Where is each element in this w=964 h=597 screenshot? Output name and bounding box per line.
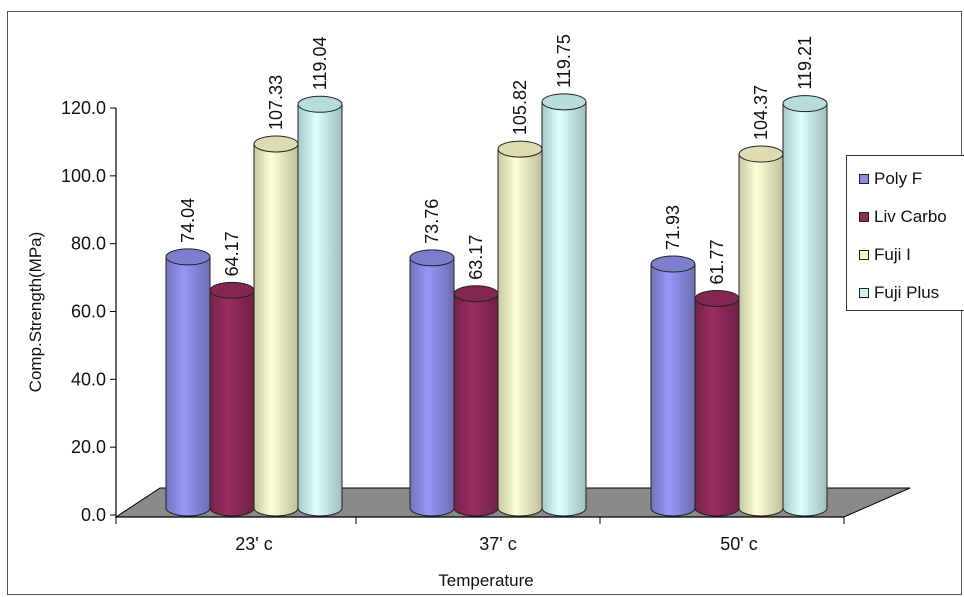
bar-top [297,95,343,113]
bar-body [650,263,696,517]
data-label: 107.33 [266,75,286,130]
data-label: 61.77 [707,239,727,284]
bar-body [541,101,587,517]
bar-fuji-i-2 [738,145,784,517]
bars-group [165,93,828,517]
legend-swatch [859,288,869,298]
data-label: 71.93 [663,205,683,250]
bar-poly-f-1 [409,249,455,517]
bar-top [782,95,828,113]
bar-top [253,135,299,153]
data-label: 73.76 [422,199,442,244]
bar-fuji-plus-2 [782,95,828,517]
y-axis-title: Comp.Strength(MPa) [26,232,45,393]
x-tick-label: 50' c [720,534,757,554]
bar-top [541,93,587,111]
bar-body [738,153,784,517]
y-tick-label: 60.0 [71,302,106,322]
bar-body [253,143,299,517]
bar-fuji-plus-1 [541,93,587,517]
x-tick-label: 23' c [235,534,272,554]
legend-item-poly-f: Poly F [859,168,922,190]
data-labels: 74.04 64.17 107.33 119.04 73.76 63.17 105.82 11… [178,34,815,284]
bar-body [694,297,740,517]
bar-poly-f-2 [650,255,696,517]
data-label: 74.04 [178,198,198,243]
bar-body [209,289,255,517]
bar-liv-carbo-1 [453,285,499,517]
bar-body [782,103,828,517]
y-tick-label: 0.0 [81,505,106,525]
legend-label: Fuji I [874,245,911,264]
legend-swatch [859,174,869,184]
bar-liv-carbo-0 [209,281,255,517]
bar-top [165,248,211,266]
data-label: 64.17 [222,231,242,276]
y-tick-label: 80.0 [71,234,106,254]
legend-item-fuji-i: Fuji I [859,244,911,266]
legend: Poly F Liv Carbo Fuji I Fuji Plus [846,155,964,311]
legend-swatch [859,250,869,260]
bar-top [738,145,784,163]
legend-label: Fuji Plus [874,283,940,302]
x-tick-labels: 23' c 37' c 50' c [115,517,845,554]
bar-top [409,249,455,267]
y-tick-label: 40.0 [71,369,106,389]
bar-body [165,256,211,517]
data-label: 105.82 [510,80,530,135]
y-tick-label: 120.0 [61,98,106,118]
bar-body [409,257,455,517]
bar-fuji-i-1 [497,140,543,517]
data-label: 119.21 [795,36,815,90]
x-tick-label: 37' c [479,534,516,554]
bar-body [497,148,543,517]
legend-item-fuji-plus: Fuji Plus [859,282,939,304]
data-label: 119.75 [554,34,574,88]
legend-label: Liv Carbo [874,207,947,226]
legend-item-liv-carbo: Liv Carbo [859,206,947,228]
bar-poly-f-0 [165,248,211,517]
y-tick-labels: 0.0 20.0 40.0 60.0 80.0 100.0 120.0 [61,98,116,525]
x-axis-title: Temperature [438,571,533,590]
legend-swatch [859,212,869,222]
bar-top [650,255,696,273]
legend-label: Poly F [874,169,923,188]
bar-fuji-i-0 [253,135,299,517]
bar-top [209,281,255,299]
bar-top [497,140,543,158]
data-label: 104.37 [751,85,771,140]
y-tick-label: 20.0 [71,437,106,457]
bar-fuji-plus-0 [297,95,343,517]
bar-top [453,285,499,303]
y-tick-label: 100.0 [61,166,106,186]
data-label: 119.04 [310,37,330,91]
data-label: 63.17 [466,235,486,280]
bar-top [694,289,740,307]
bar-liv-carbo-2 [694,289,740,517]
bar-body [453,293,499,517]
bar-body [297,103,343,517]
